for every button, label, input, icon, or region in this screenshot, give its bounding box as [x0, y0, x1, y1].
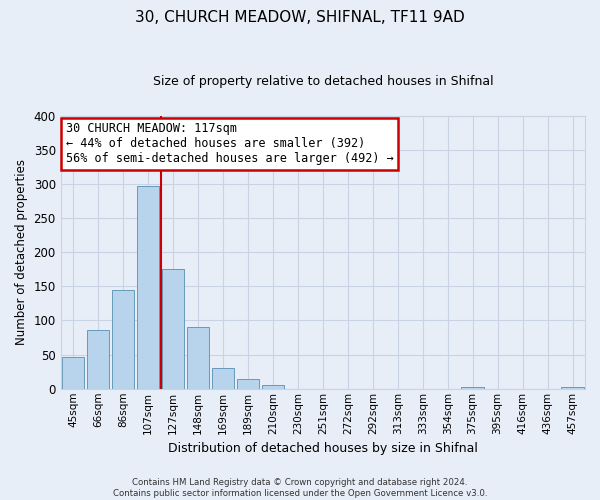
Bar	[212, 368, 234, 389]
X-axis label: Distribution of detached houses by size in Shifnal: Distribution of detached houses by size …	[168, 442, 478, 455]
Title: Size of property relative to detached houses in Shifnal: Size of property relative to detached ho…	[152, 75, 493, 88]
Bar	[87, 330, 109, 389]
Text: 30 CHURCH MEADOW: 117sqm
← 44% of detached houses are smaller (392)
56% of semi-: 30 CHURCH MEADOW: 117sqm ← 44% of detach…	[66, 122, 394, 166]
Bar	[187, 326, 209, 389]
Bar	[137, 186, 159, 389]
Bar	[236, 379, 259, 389]
Text: Contains HM Land Registry data © Crown copyright and database right 2024.
Contai: Contains HM Land Registry data © Crown c…	[113, 478, 487, 498]
Bar	[561, 388, 584, 389]
Bar	[62, 356, 85, 389]
Bar	[162, 269, 184, 389]
Bar	[112, 290, 134, 389]
Y-axis label: Number of detached properties: Number of detached properties	[15, 159, 28, 345]
Text: 30, CHURCH MEADOW, SHIFNAL, TF11 9AD: 30, CHURCH MEADOW, SHIFNAL, TF11 9AD	[135, 10, 465, 25]
Bar	[461, 386, 484, 389]
Bar	[262, 386, 284, 389]
